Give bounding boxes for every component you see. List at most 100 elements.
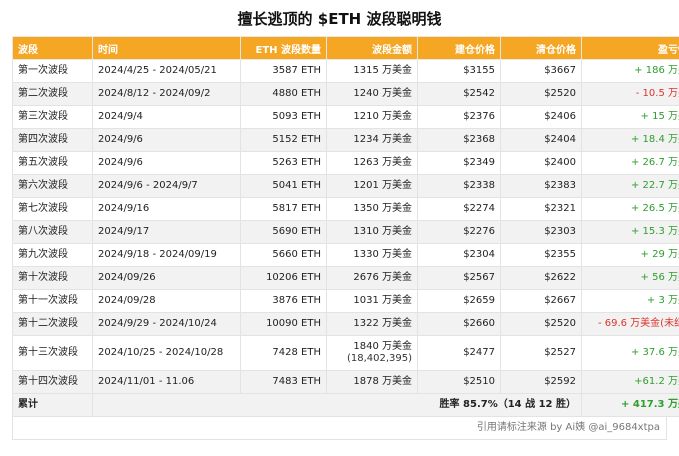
buy-price-cell: $2274 bbox=[417, 197, 501, 221]
table-row: 第一次波段 2024/4/25 - 2024/05/21 3587 ETH 1315 … bbox=[12, 59, 679, 83]
eth-amount-cell: 10206 ETH bbox=[240, 266, 327, 290]
swing-name-cell: 第五次波段 bbox=[12, 151, 93, 175]
table-row: 第二次波段 2024/8/12 - 2024/09/2 4880 ETH 1240 万… bbox=[12, 82, 679, 106]
buy-price-cell: $3155 bbox=[417, 59, 501, 83]
swing-name-cell: 第三次波段 bbox=[12, 105, 93, 129]
buy-price-cell: $2477 bbox=[417, 335, 501, 371]
table-row: 第十三次波段 2024/10/25 - 2024/10/28 7428 ETH 184… bbox=[12, 335, 679, 371]
sell-price-cell: $2383 bbox=[500, 174, 582, 198]
usd-amount-cell: 1878 万美金 bbox=[326, 370, 418, 394]
sell-price-cell: $2527 bbox=[500, 335, 582, 371]
usd-amount-cell: 1234 万美金 bbox=[326, 128, 418, 152]
time-cell: 2024/10/25 - 2024/10/28 bbox=[92, 335, 241, 371]
buy-price-cell: $2542 bbox=[417, 82, 501, 106]
time-cell: 2024/9/6 bbox=[92, 151, 241, 175]
pnl-cell: + 15.3 万美金 bbox=[581, 220, 679, 244]
time-cell: 2024/9/29 - 2024/10/24 bbox=[92, 312, 241, 336]
swing-name-cell: 第十次波段 bbox=[12, 266, 93, 290]
pnl-cell: +61.2 万美金 bbox=[581, 370, 679, 394]
sell-price-cell: $2406 bbox=[500, 105, 582, 129]
swing-name-cell: 第九次波段 bbox=[12, 243, 93, 267]
swing-name-cell: 第二次波段 bbox=[12, 82, 93, 106]
pnl-cell: + 3 万美金 bbox=[581, 289, 679, 313]
table-body: 第一次波段 2024/4/25 - 2024/05/21 3587 ETH 1315 … bbox=[12, 59, 679, 394]
sell-price-cell: $2404 bbox=[500, 128, 582, 152]
pnl-cell: + 186 万美金 bbox=[581, 59, 679, 83]
time-cell: 2024/9/6 bbox=[92, 128, 241, 152]
buy-price-cell: $2276 bbox=[417, 220, 501, 244]
time-cell: 2024/9/18 - 2024/09/19 bbox=[92, 243, 241, 267]
eth-amount-cell: 4880 ETH bbox=[240, 82, 327, 106]
usd-amount-cell: 1330 万美金 bbox=[326, 243, 418, 267]
eth-amount-cell: 5093 ETH bbox=[240, 105, 327, 129]
sell-price-cell: $2520 bbox=[500, 82, 582, 106]
eth-amount-cell: 3876 ETH bbox=[240, 289, 327, 313]
page-title: 擅长逃顶的 $ETH 波段聪明钱 bbox=[237, 10, 442, 28]
buy-price-cell: $2304 bbox=[417, 243, 501, 267]
swing-name-cell: 第十三次波段 bbox=[12, 335, 93, 371]
pnl-cell: + 26.7 万美金 bbox=[581, 151, 679, 175]
sell-price-cell: $2592 bbox=[500, 370, 582, 394]
eth-amount-cell: 7428 ETH bbox=[240, 335, 327, 371]
table-row: 第十二次波段 2024/9/29 - 2024/10/24 10090 ETH 132… bbox=[12, 312, 679, 336]
pnl-cell: + 26.5 万美金 bbox=[581, 197, 679, 221]
swing-name-cell: 第十二次波段 bbox=[12, 312, 93, 336]
time-cell: 2024/9/17 bbox=[92, 220, 241, 244]
time-cell: 2024/09/26 bbox=[92, 266, 241, 290]
table-row: 第六次波段 2024/9/6 - 2024/9/7 5041 ETH 1201 万美金… bbox=[12, 174, 679, 198]
table-row: 第三次波段 2024/9/4 5093 ETH 1210 万美金 $2376 $2406 +… bbox=[12, 105, 679, 129]
sell-price-cell: $2355 bbox=[500, 243, 582, 267]
total-row: 累计 胜率 85.7%（14 战 12 胜） + 417.3 万美金 bbox=[12, 393, 679, 417]
usd-amount-cell: 1350 万美金 bbox=[326, 197, 418, 221]
eth-amount-cell: 5660 ETH bbox=[240, 243, 327, 267]
pnl-cell: + 29 万美金 bbox=[581, 243, 679, 267]
table-row: 第四次波段 2024/9/6 5152 ETH 1234 万美金 $2368 $2404 +… bbox=[12, 128, 679, 152]
table-row: 第五次波段 2024/9/6 5263 ETH 1263 万美金 $2349 $2400 +… bbox=[12, 151, 679, 175]
table-row: 第十一次波段 2024/09/28 3876 ETH 1031 万美金 $2659 $26… bbox=[12, 289, 679, 313]
pnl-cell: + 15 万美金 bbox=[581, 105, 679, 129]
time-cell: 2024/9/4 bbox=[92, 105, 241, 129]
buy-price-cell: $2376 bbox=[417, 105, 501, 129]
swing-name-cell: 第十四次波段 bbox=[12, 370, 93, 394]
swing-name-cell: 第六次波段 bbox=[12, 174, 93, 198]
table-row: 第十四次波段 2024/11/01 - 11.06 7483 ETH 1878 万美金… bbox=[12, 370, 679, 394]
usd-amount-cell: 1315 万美金 bbox=[326, 59, 418, 83]
table-header-row: 波段 时间 ETH 波段数量 波段金额 建仓价格 清仓价格 盈亏情况 bbox=[12, 36, 679, 60]
usd-amount-cell: 1263 万美金 bbox=[326, 151, 418, 175]
table-row: 第十次波段 2024/09/26 10206 ETH 2676 万美金 $2567 $26… bbox=[12, 266, 679, 290]
buy-price-cell: $2368 bbox=[417, 128, 501, 152]
column-header-sell-price: 清仓价格 bbox=[500, 36, 582, 60]
sell-price-cell: $2303 bbox=[500, 220, 582, 244]
column-header-time: 时间 bbox=[92, 36, 241, 60]
usd-amount-cell: 2676 万美金 bbox=[326, 266, 418, 290]
usd-amount-cell: 1322 万美金 bbox=[326, 312, 418, 336]
usd-amount-cell: 1840 万美金 (18,402,395) bbox=[326, 335, 418, 371]
eth-amount-cell: 3587 ETH bbox=[240, 59, 327, 83]
swing-name-cell: 第八次波段 bbox=[12, 220, 93, 244]
buy-price-cell: $2660 bbox=[417, 312, 501, 336]
sell-price-cell: $2622 bbox=[500, 266, 582, 290]
swing-name-cell: 第一次波段 bbox=[12, 59, 93, 83]
eth-amount-cell: 7483 ETH bbox=[240, 370, 327, 394]
time-cell: 2024/4/25 - 2024/05/21 bbox=[92, 59, 241, 83]
pnl-cell: - 10.5 万美金 bbox=[581, 82, 679, 106]
column-header-eth-amount: ETH 波段数量 bbox=[240, 36, 327, 60]
swing-name-cell: 第十一次波段 bbox=[12, 289, 93, 313]
sell-price-cell: $2400 bbox=[500, 151, 582, 175]
column-header-buy-price: 建仓价格 bbox=[417, 36, 501, 60]
eth-amount-cell: 5152 ETH bbox=[240, 128, 327, 152]
source-credit: 引用请标注来源 by Ai姨 @ai_9684xtpa bbox=[12, 417, 667, 440]
sell-price-cell: $2321 bbox=[500, 197, 582, 221]
table-row: 第七次波段 2024/9/16 5817 ETH 1350 万美金 $2274 $2321… bbox=[12, 197, 679, 221]
pnl-cell: + 18.4 万美金 bbox=[581, 128, 679, 152]
column-header-swing: 波段 bbox=[12, 36, 93, 60]
win-rate: 胜率 85.7%（14 战 12 胜） bbox=[92, 393, 582, 417]
usd-amount-cell: 1210 万美金 bbox=[326, 105, 418, 129]
eth-amount-cell: 10090 ETH bbox=[240, 312, 327, 336]
buy-price-cell: $2338 bbox=[417, 174, 501, 198]
buy-price-cell: $2510 bbox=[417, 370, 501, 394]
swing-name-cell: 第七次波段 bbox=[12, 197, 93, 221]
total-pnl: + 417.3 万美金 bbox=[581, 393, 679, 417]
time-cell: 2024/11/01 - 11.06 bbox=[92, 370, 241, 394]
usd-amount-cell: 1240 万美金 bbox=[326, 82, 418, 106]
